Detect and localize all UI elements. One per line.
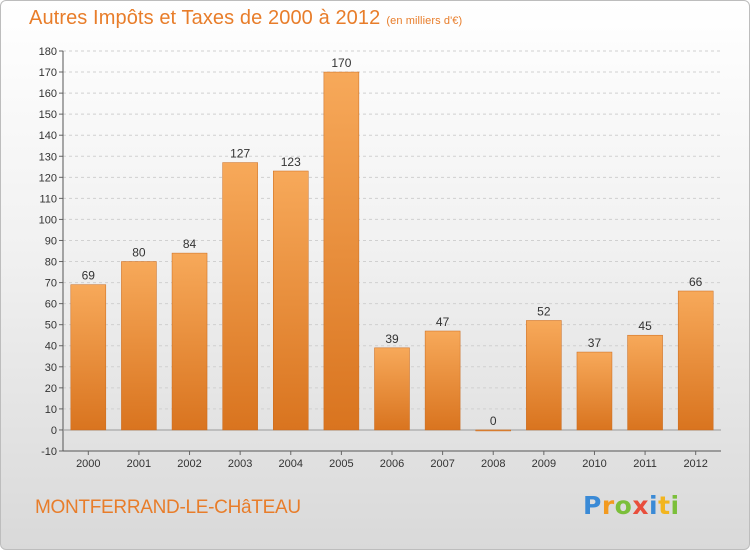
bar-value-label: 123 bbox=[281, 155, 301, 169]
y-tick-label: 170 bbox=[39, 67, 57, 79]
bar-value-label: 52 bbox=[537, 304, 551, 318]
x-tick-label: 2001 bbox=[127, 458, 151, 470]
y-tick-label: 120 bbox=[39, 172, 57, 184]
x-tick-label: 2009 bbox=[532, 458, 556, 470]
y-tick-label: 100 bbox=[39, 214, 57, 226]
bar bbox=[323, 71, 360, 431]
y-tick-label: 40 bbox=[45, 341, 57, 353]
city-name: MONTFERRAND-LE-CHâTEAU bbox=[35, 497, 301, 518]
y-tick-label: 90 bbox=[45, 235, 57, 247]
chart-title-text: Autres Impôts et Taxes de 2000 à 2012 bbox=[29, 7, 381, 29]
chart-title: Autres Impôts et Taxes de 2000 à 2012 (en… bbox=[29, 7, 462, 30]
bar bbox=[526, 320, 562, 431]
proxiti-logo: Proxiti bbox=[583, 491, 680, 520]
bar bbox=[171, 252, 208, 431]
x-tick-label: 2000 bbox=[76, 458, 100, 470]
y-tick-label: 80 bbox=[45, 257, 57, 269]
bar-value-label: 39 bbox=[385, 332, 399, 346]
bar-value-label: 170 bbox=[331, 56, 351, 70]
bar bbox=[374, 347, 410, 431]
bar-value-label: 127 bbox=[230, 147, 250, 161]
bar-value-label: 37 bbox=[588, 336, 602, 350]
bar-value-label: 80 bbox=[132, 246, 146, 260]
chart-subtitle: (en milliers d'€) bbox=[386, 15, 463, 27]
y-tick-label: 150 bbox=[39, 109, 57, 121]
y-tick-label: 180 bbox=[39, 46, 57, 58]
y-tick-label: 10 bbox=[45, 404, 57, 416]
x-tick-label: 2008 bbox=[481, 458, 505, 470]
bar bbox=[222, 162, 258, 431]
y-tick-label: 70 bbox=[45, 278, 57, 290]
bar bbox=[121, 261, 157, 431]
y-tick-label: 60 bbox=[45, 299, 57, 311]
bar bbox=[677, 290, 714, 431]
x-tick-label: 2007 bbox=[430, 458, 454, 470]
bar bbox=[475, 429, 511, 432]
x-tick-label: 2012 bbox=[683, 458, 707, 470]
bar-value-label: 0 bbox=[490, 414, 497, 428]
bar bbox=[424, 330, 461, 431]
x-tick-label: 2004 bbox=[279, 458, 303, 470]
y-tick-label: 30 bbox=[45, 362, 57, 374]
y-tick-label: 50 bbox=[45, 320, 57, 332]
x-tick-label: 2003 bbox=[228, 458, 252, 470]
bar bbox=[576, 351, 613, 431]
y-tick-label: 110 bbox=[39, 193, 57, 205]
y-tick-label: 20 bbox=[45, 383, 57, 395]
bar-value-label: 66 bbox=[689, 275, 703, 289]
bar bbox=[273, 170, 309, 431]
bar-value-label: 45 bbox=[638, 319, 652, 333]
y-tick-label: -10 bbox=[41, 446, 57, 458]
x-tick-label: 2006 bbox=[380, 458, 404, 470]
y-tick-label: 140 bbox=[39, 130, 57, 142]
y-tick-label: 130 bbox=[39, 151, 57, 163]
bar bbox=[627, 334, 663, 431]
y-tick-label: 160 bbox=[39, 88, 57, 100]
x-tick-label: 2005 bbox=[329, 458, 353, 470]
x-tick-label: 2002 bbox=[177, 458, 201, 470]
y-tick-label: 0 bbox=[51, 425, 57, 437]
bar bbox=[70, 284, 107, 431]
bar-value-label: 47 bbox=[436, 315, 450, 329]
x-tick-label: 2010 bbox=[582, 458, 606, 470]
bar-value-label: 69 bbox=[82, 269, 96, 283]
x-tick-label: 2011 bbox=[633, 458, 657, 470]
bar-value-label: 84 bbox=[183, 237, 197, 251]
